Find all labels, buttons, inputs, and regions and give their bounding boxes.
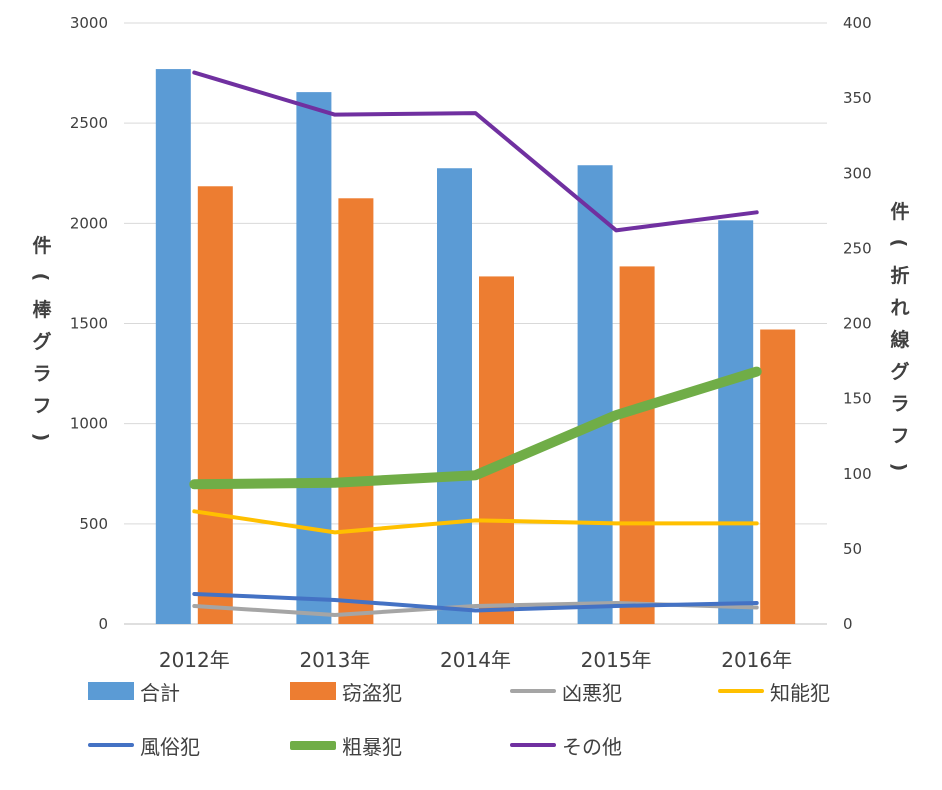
bar-合計-2015年 <box>577 165 613 624</box>
left-tick-label: 1500 <box>70 315 108 333</box>
line-series-group <box>189 70 762 617</box>
legend-swatch <box>88 743 134 747</box>
axis-title-char: 件 <box>890 200 909 223</box>
legend-item-その他: その他 <box>510 730 622 760</box>
left-tick-label: 500 <box>79 515 108 533</box>
axis-title-char: ( <box>30 273 52 282</box>
right-tick-label: 300 <box>843 164 872 182</box>
legend-swatch <box>510 743 556 747</box>
axis-title-char: グ <box>890 360 909 383</box>
right-tick-label: 350 <box>843 89 872 107</box>
axis-title-char: 棒 <box>32 298 52 321</box>
axis-title-char: フ <box>890 425 909 447</box>
right-tick-label: 50 <box>843 540 862 558</box>
axis-title-char: ( <box>888 239 910 248</box>
legend-swatch <box>290 740 336 750</box>
axis-title-char: グ <box>32 330 51 353</box>
x-tick-label: 2014年 <box>440 648 511 672</box>
legend-item-知能犯: 知能犯 <box>718 676 830 706</box>
left-tick-label: 0 <box>98 615 108 633</box>
line-粗暴犯 <box>189 366 762 490</box>
left-tick-label: 1000 <box>70 415 108 433</box>
left-tick-label: 2500 <box>70 114 108 132</box>
right-tick-label: 200 <box>843 315 872 333</box>
bar-窃盗犯-2015年 <box>619 266 655 624</box>
left-tick-label: 2000 <box>70 214 108 232</box>
legend-item-合計: 合計 <box>88 676 180 706</box>
axis-title-char: 折 <box>890 265 909 287</box>
x-axis-ticks: 2012年 2013年 2014年 2015年 2016年 <box>159 648 792 672</box>
legend: 合計 窃盗犯 凶悪犯 知能犯風俗犯 粗暴犯 その他 <box>0 672 942 790</box>
legend-item-風俗犯: 風俗犯 <box>88 730 200 760</box>
legend-swatch <box>718 689 764 693</box>
legend-swatch <box>290 682 336 700</box>
line-知能犯 <box>192 509 759 535</box>
bar-合計-2013年 <box>296 92 332 625</box>
axis-title-char: ) <box>30 433 52 442</box>
x-tick-label: 2013年 <box>299 648 370 672</box>
legend-label: その他 <box>562 734 622 759</box>
right-tick-label: 400 <box>843 14 872 32</box>
legend-item-窃盗犯: 窃盗犯 <box>290 676 402 706</box>
left-axis-ticks: 0 500 1000 1500 2000 2500 3000 <box>70 14 108 633</box>
gridlines <box>124 22 827 625</box>
axis-title-char: ) <box>888 463 910 472</box>
axis-title-char: 件 <box>32 234 51 257</box>
right-tick-label: 250 <box>843 239 872 257</box>
legend-label: 窃盗犯 <box>342 680 402 705</box>
axis-title-char: ラ <box>890 393 909 415</box>
axis-title-char: 線 <box>890 328 909 351</box>
axis-title-char: フ <box>32 395 51 417</box>
right-tick-label: 150 <box>843 390 872 408</box>
axis-title-char: ラ <box>32 363 51 385</box>
bar-窃盗犯-2012年 <box>197 186 233 624</box>
legend-label: 合計 <box>140 680 180 705</box>
right-tick-label: 100 <box>843 465 872 483</box>
legend-item-凶悪犯: 凶悪犯 <box>510 676 622 706</box>
legend-label: 凶悪犯 <box>562 680 622 705</box>
line-風俗犯 <box>192 591 759 613</box>
legend-label: 風俗犯 <box>140 734 200 759</box>
legend-item-粗暴犯: 粗暴犯 <box>290 730 402 760</box>
left-tick-label: 3000 <box>70 14 108 32</box>
x-tick-label: 2016年 <box>721 648 792 672</box>
bar-窃盗犯-2013年 <box>338 198 374 624</box>
legend-swatch <box>88 682 134 700</box>
x-tick-label: 2012年 <box>159 648 230 672</box>
bar-窃盗犯-2014年 <box>479 276 514 624</box>
legend-label: 知能犯 <box>770 680 830 705</box>
bar-合計-2014年 <box>437 168 472 624</box>
bar-窃盗犯-2016年 <box>760 329 796 624</box>
bar-series-group <box>155 69 796 625</box>
bar-合計-2012年 <box>155 69 191 625</box>
bar-合計-2016年 <box>718 220 754 624</box>
legend-swatch <box>510 689 556 693</box>
right-tick-label: 0 <box>843 615 853 633</box>
legend-label: 粗暴犯 <box>342 734 402 759</box>
right-axis-ticks: 0 50 100 150 200 250 300 350 400 <box>843 14 872 633</box>
combo-chart: 0 500 1000 1500 2000 2500 3000 0 50 100 150 200 250… <box>30 14 910 672</box>
x-tick-label: 2015年 <box>581 648 652 672</box>
line-その他 <box>192 70 759 233</box>
axis-title-char: れ <box>890 297 909 319</box>
